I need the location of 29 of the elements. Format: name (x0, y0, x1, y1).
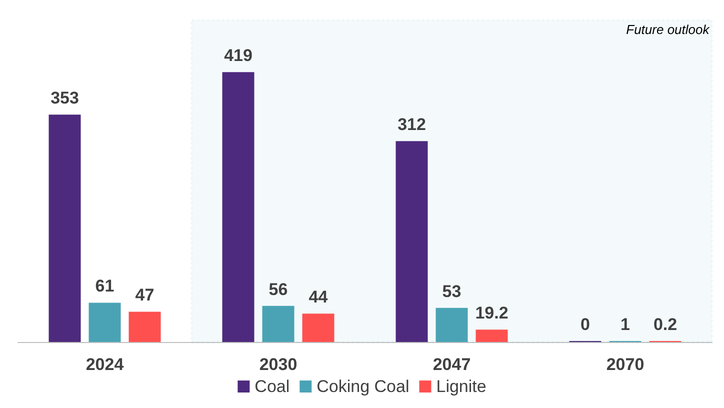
bar (436, 308, 468, 342)
bar (302, 314, 334, 342)
bar (222, 72, 254, 342)
band-label: Future outlook (626, 22, 711, 37)
data-label: 1 (620, 315, 630, 334)
bar (88, 302, 121, 342)
data-label: 61 (95, 276, 114, 296)
data-label: 312 (398, 115, 426, 134)
legend-label: Coal (254, 377, 290, 396)
bar (48, 114, 81, 342)
bar (396, 141, 428, 342)
x-tick-label: 2030 (259, 355, 298, 374)
data-label: 47 (135, 286, 154, 305)
data-label: 44 (308, 288, 328, 307)
legend-label: Coking Coal (316, 377, 410, 396)
data-label: 0 (580, 315, 590, 334)
x-tick-label: 2047 (432, 355, 471, 374)
bar (262, 306, 294, 342)
legend-label: Lignite (436, 377, 486, 396)
x-tick-label: 2070 (606, 355, 644, 374)
data-label: 0.2 (653, 315, 678, 334)
data-label: 19.2 (475, 304, 508, 323)
bar (476, 330, 508, 342)
bar (128, 312, 161, 342)
data-label: 353 (50, 88, 79, 108)
data-label: 419 (224, 46, 252, 66)
data-label: 53 (442, 282, 462, 301)
x-tick-label: 2024 (86, 355, 124, 374)
data-label: 56 (268, 280, 288, 299)
